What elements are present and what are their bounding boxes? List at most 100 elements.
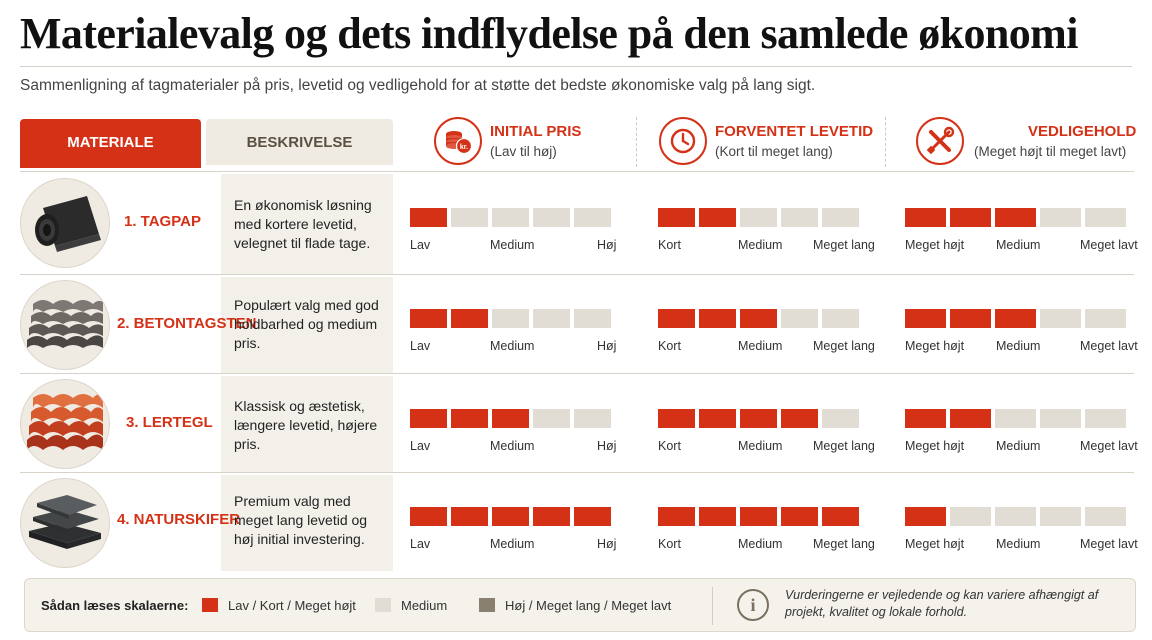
legend-label: Høj / Meget lang / Meget lavt	[505, 598, 672, 613]
rating-segment	[1085, 507, 1126, 526]
header-maintenance-title: VEDLIGEHOLD	[1028, 123, 1137, 140]
price-rating-bar	[410, 208, 611, 227]
rating-segment	[781, 208, 818, 227]
description-cell	[221, 174, 393, 274]
row-divider	[20, 274, 1134, 275]
material-description: Populært valg med god holdbarhed og medi…	[234, 297, 379, 351]
maintenance-rating-bar	[905, 208, 1126, 227]
header-lifetime-sub: (Kort til meget lang)	[715, 144, 833, 159]
rating-segment	[950, 507, 991, 526]
header-material: MATERIALE	[20, 119, 201, 168]
material-name: 4. NATURSKIFER	[117, 511, 241, 528]
rating-segment	[1040, 409, 1081, 428]
scale-label: Høj	[597, 339, 617, 353]
price-rating-bar	[410, 309, 611, 328]
rating-segment	[658, 309, 695, 328]
rating-segment	[950, 309, 991, 328]
row-divider	[20, 373, 1134, 374]
scale-label: Lav	[410, 238, 431, 252]
rating-segment	[533, 409, 570, 428]
rating-segment	[492, 409, 529, 428]
column-divider	[885, 117, 886, 167]
rating-segment	[905, 309, 946, 328]
rating-segment	[950, 208, 991, 227]
description-cell	[221, 376, 393, 472]
legend-divider	[712, 587, 713, 625]
maintenance-rating-bar	[905, 409, 1126, 428]
legend-swatch	[202, 598, 218, 612]
material-name: 1. TAGPAP	[124, 213, 201, 230]
header-lifetime-title: FORVENTET LEVETID	[715, 123, 874, 140]
header-price: kr. INITIAL PRIS (Lav til høj)	[434, 113, 581, 169]
rating-segment	[781, 507, 818, 526]
rating-segment	[451, 309, 488, 328]
rating-segment	[410, 309, 447, 328]
scale-label: Medium	[996, 339, 1041, 353]
price-rating-bar	[410, 409, 611, 428]
scale-label: Meget lavt	[1080, 339, 1138, 353]
info-icon: i	[737, 589, 769, 621]
rating-segment	[905, 507, 946, 526]
roofing-felt-roll-icon	[20, 178, 110, 268]
page-title: Materialevalg og dets indflydelse på den…	[20, 9, 1078, 58]
rating-segment	[699, 507, 736, 526]
rating-segment	[533, 507, 570, 526]
scale-label: Meget højt	[905, 537, 965, 551]
rating-segment	[658, 409, 695, 428]
row-divider	[20, 472, 1134, 473]
row-divider	[20, 171, 1134, 172]
rating-segment	[781, 409, 818, 428]
scale-label: Meget lavt	[1080, 537, 1138, 551]
lifetime-rating-bar	[658, 208, 859, 227]
rating-segment	[1085, 309, 1126, 328]
rating-segment	[492, 208, 529, 227]
legend-box: Sådan læses skalaerne: Lav / Kort / Mege…	[24, 578, 1136, 632]
rating-segment	[822, 208, 859, 227]
rating-segment	[995, 208, 1036, 227]
rating-segment	[658, 507, 695, 526]
concrete-roof-tiles-icon	[20, 280, 110, 370]
lifetime-rating-bar	[658, 507, 859, 526]
rating-segment	[658, 208, 695, 227]
scale-label: Meget højt	[905, 439, 965, 453]
rating-segment	[699, 409, 736, 428]
rating-segment	[995, 507, 1036, 526]
scale-label: Meget lavt	[1080, 238, 1138, 252]
scale-label: Lav	[410, 339, 431, 353]
scale-label: Medium	[738, 238, 783, 252]
scale-label: Meget lang	[813, 339, 875, 353]
rating-segment	[822, 409, 859, 428]
rating-segment	[1040, 507, 1081, 526]
material-name: 3. LERTEGL	[126, 414, 213, 431]
rating-segment	[451, 208, 488, 227]
rating-segment	[533, 208, 570, 227]
material-description: Klassisk og æstetisk, længere levetid, h…	[234, 398, 378, 452]
rating-segment	[451, 409, 488, 428]
maintenance-rating-bar	[905, 309, 1126, 328]
page-subtitle: Sammenligning af tagmaterialer på pris, …	[20, 77, 816, 94]
legend-swatch	[375, 598, 391, 612]
coins-icon: kr.	[434, 117, 482, 165]
scale-label: Kort	[658, 238, 681, 252]
legend-label: Lav / Kort / Meget højt	[228, 598, 356, 613]
scale-label: Lav	[410, 439, 431, 453]
rating-segment	[451, 507, 488, 526]
material-description: Premium valg med meget lang levetid og h…	[234, 493, 368, 547]
scale-label: Medium	[738, 537, 783, 551]
rating-segment	[1085, 409, 1126, 428]
scale-label: Kort	[658, 339, 681, 353]
maintenance-rating-bar	[905, 507, 1126, 526]
column-divider	[636, 117, 637, 167]
rating-segment	[1040, 208, 1081, 227]
legend-title: Sådan læses skalaerne:	[41, 598, 189, 613]
rating-segment	[492, 507, 529, 526]
header-maintenance-sub: (Meget højt til meget lavt)	[974, 144, 1127, 159]
svg-text:kr.: kr.	[460, 144, 468, 151]
rating-segment	[1040, 309, 1081, 328]
scale-label: Høj	[597, 439, 617, 453]
rating-segment	[740, 507, 777, 526]
rating-segment	[995, 409, 1036, 428]
natural-slate-icon	[20, 478, 110, 568]
rating-segment	[533, 309, 570, 328]
rating-segment	[740, 409, 777, 428]
